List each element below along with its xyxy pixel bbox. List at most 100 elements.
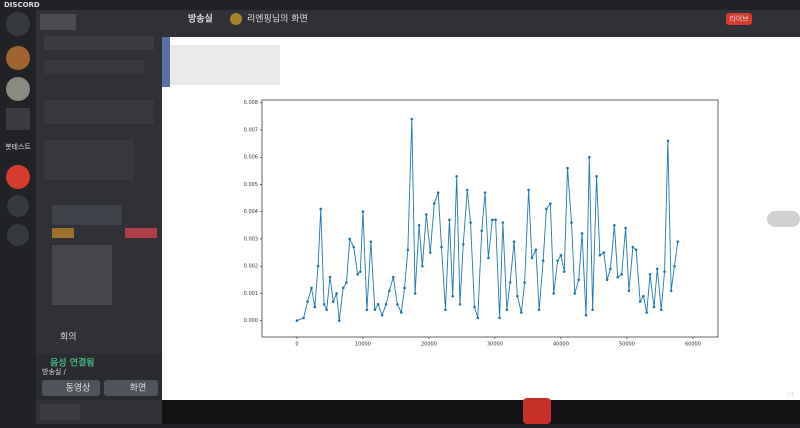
data-point (676, 240, 680, 243)
data-point (602, 251, 606, 254)
voice-status: 음성 연결됨 (50, 357, 95, 369)
data-point (505, 308, 509, 312)
data-point (352, 245, 356, 249)
disconnect-button[interactable] (523, 398, 551, 424)
data-point (573, 292, 577, 295)
y-tick-label: 0.008 (244, 100, 258, 106)
blurred-text (44, 36, 154, 50)
data-point (399, 311, 403, 314)
data-point (440, 245, 443, 249)
data-point (541, 259, 545, 263)
stream-view (162, 37, 800, 400)
voice-channel[interactable]: 회의 (60, 332, 77, 343)
y-tick-label: 0.001 (244, 291, 258, 297)
data-point (313, 305, 317, 309)
plot-frame (261, 99, 719, 338)
data-point (591, 308, 594, 312)
data-point (634, 248, 638, 252)
data-point (512, 240, 516, 243)
data-point (458, 303, 462, 306)
x-tick-label: 0 (295, 342, 298, 348)
data-point (648, 273, 652, 276)
data-point (501, 221, 505, 224)
data-point (552, 292, 555, 295)
y-tick-label: 0.007 (244, 127, 258, 133)
data-point (595, 174, 598, 178)
data-point (425, 213, 428, 216)
data-point (616, 275, 619, 279)
data-point (556, 259, 559, 263)
data-point (348, 237, 352, 241)
data-point (631, 245, 635, 249)
data-point (580, 232, 584, 235)
data-point (413, 292, 417, 295)
data-point (545, 207, 548, 211)
data-point (361, 210, 365, 213)
data-point (384, 303, 388, 306)
data-point (559, 253, 563, 257)
data-point (487, 256, 490, 260)
data-point (609, 267, 612, 271)
data-point (669, 289, 673, 292)
server-icon[interactable] (6, 165, 30, 189)
add-server[interactable] (7, 195, 29, 217)
voice-channel-name: 방송실 / (42, 367, 67, 376)
data-point (584, 313, 588, 317)
members-toggle[interactable] (767, 211, 800, 227)
data-point (642, 294, 645, 298)
data-point (448, 218, 451, 222)
data-point (428, 251, 432, 254)
data-point (483, 191, 487, 194)
data-point (335, 292, 338, 295)
data-point (345, 281, 348, 284)
screen-button[interactable] (104, 380, 158, 396)
y-tick-label: 0.002 (244, 264, 258, 270)
blurred-user (40, 404, 80, 420)
blurred-text (52, 205, 122, 225)
x-tick-label: 10000 (355, 342, 371, 348)
server-icon[interactable] (6, 77, 30, 101)
data-point (319, 207, 323, 211)
data-point (534, 248, 538, 252)
data-point (666, 139, 670, 143)
data-point (520, 311, 523, 314)
screen-button-label[interactable]: 화면 (130, 383, 147, 394)
y-tick-label: 0.005 (244, 182, 258, 188)
data-point (624, 226, 627, 230)
data-point (302, 316, 305, 320)
video-button-label[interactable]: 동영상 (66, 383, 91, 394)
data-point (588, 155, 591, 159)
data-point (328, 275, 332, 279)
data-point (417, 224, 421, 227)
data-point (373, 308, 377, 312)
video-button[interactable] (42, 380, 100, 396)
blurred-text (170, 45, 280, 85)
data-point (406, 248, 410, 252)
data-point (310, 286, 313, 290)
server-label[interactable]: 봇테스트 (5, 143, 31, 151)
data-point (491, 218, 494, 222)
home-button[interactable] (6, 12, 30, 36)
server-icon[interactable] (6, 46, 30, 70)
x-tick-label: 30000 (487, 342, 503, 348)
data-point (570, 221, 573, 224)
data-point (337, 319, 341, 322)
explore[interactable] (7, 224, 29, 246)
blurred-avatar (52, 228, 74, 238)
x-tick-label: 20000 (421, 342, 437, 348)
y-tick-label: 0.003 (244, 236, 258, 242)
data-point (376, 303, 380, 306)
data-point (508, 281, 512, 284)
data-point (476, 316, 480, 320)
blurred-text (40, 14, 76, 30)
data-point (480, 229, 484, 233)
data-point (380, 313, 384, 317)
data-point (359, 270, 362, 273)
data-point (469, 221, 472, 224)
stream-controls (162, 400, 800, 424)
blurred-edge (162, 37, 170, 87)
data-point (494, 218, 497, 222)
data-point (549, 202, 552, 205)
data-point (306, 300, 309, 303)
header-stream: 리엔핑님의 화면 (247, 14, 308, 25)
